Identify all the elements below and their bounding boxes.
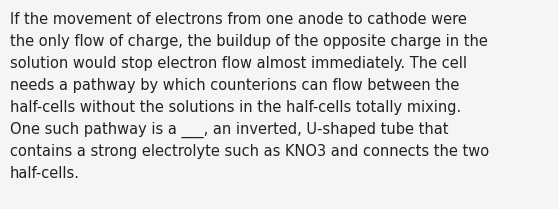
Text: One such pathway is a ___, an inverted, U-shaped tube that: One such pathway is a ___, an inverted, …: [10, 122, 449, 138]
Text: needs a pathway by which counterions can flow between the: needs a pathway by which counterions can…: [10, 78, 459, 93]
Text: If the movement of electrons from one anode to cathode were: If the movement of electrons from one an…: [10, 12, 467, 27]
Text: the only flow of charge, the buildup of the opposite charge in the: the only flow of charge, the buildup of …: [10, 34, 488, 49]
Text: solution would stop electron flow almost immediately. The cell: solution would stop electron flow almost…: [10, 56, 467, 71]
Text: half-cells without the solutions in the half-cells totally mixing.: half-cells without the solutions in the …: [10, 100, 461, 115]
Text: contains a strong electrolyte such as KNO3 and connects the two: contains a strong electrolyte such as KN…: [10, 144, 489, 159]
Text: half-cells.: half-cells.: [10, 166, 80, 181]
